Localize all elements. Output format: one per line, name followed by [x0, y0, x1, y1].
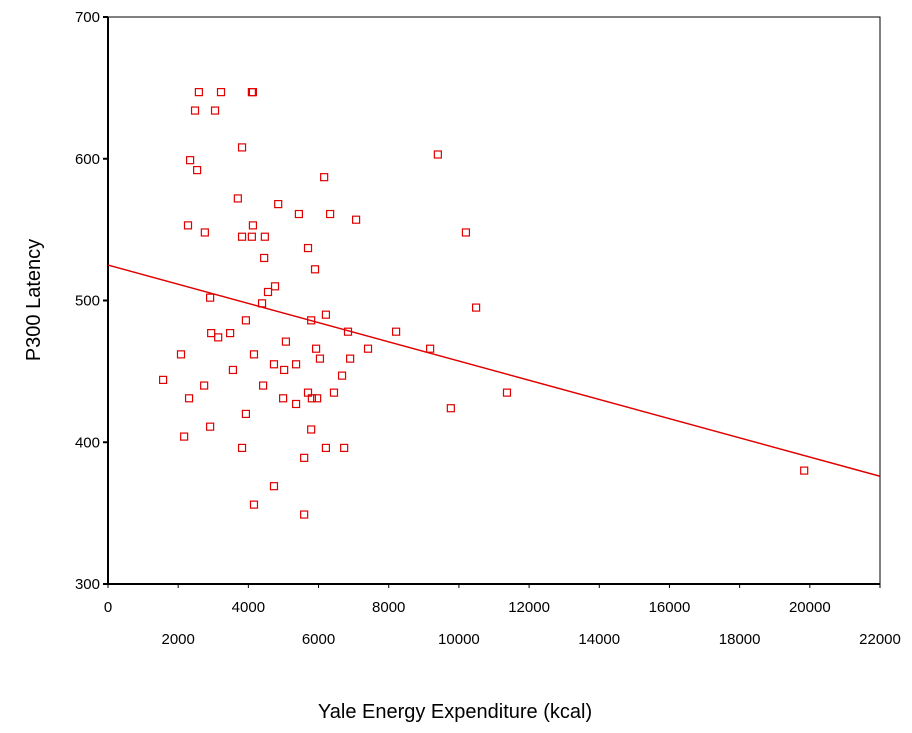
y-tick-label: 500	[75, 293, 100, 310]
point	[193, 165, 202, 175]
point	[446, 404, 455, 413]
point	[270, 282, 280, 291]
point	[291, 360, 301, 369]
point	[241, 316, 251, 325]
point	[310, 265, 320, 274]
point	[183, 221, 193, 230]
x-tick-label: 8000	[372, 599, 405, 616]
point	[247, 232, 256, 241]
x-tick-label: 10000	[438, 631, 480, 648]
x-tick-label: 22000	[859, 631, 901, 648]
point	[158, 375, 168, 384]
point	[200, 381, 209, 390]
point	[303, 243, 313, 253]
point	[184, 394, 194, 403]
point	[294, 209, 303, 219]
fit-line	[107, 264, 881, 477]
point	[472, 303, 481, 312]
point	[214, 333, 223, 342]
point	[391, 327, 401, 336]
y-tick-label: 700	[75, 9, 100, 26]
point	[337, 371, 347, 380]
point	[237, 443, 247, 453]
point	[300, 510, 309, 519]
point	[207, 329, 216, 338]
point	[280, 365, 289, 375]
point	[269, 482, 279, 491]
x-tick-label: 14000	[578, 631, 620, 648]
point	[426, 344, 435, 353]
point	[216, 88, 226, 97]
point	[340, 443, 349, 453]
point	[228, 365, 238, 375]
point	[279, 394, 288, 403]
point	[233, 194, 242, 203]
x-tick-label: 2000	[161, 631, 194, 648]
point	[248, 88, 258, 97]
point	[315, 354, 325, 363]
y-tick-label: 600	[75, 151, 100, 168]
point	[346, 354, 355, 363]
point	[190, 106, 200, 115]
point	[326, 209, 335, 219]
x-tick-label: 16000	[649, 599, 691, 616]
y-axis-label: P300 Latency	[23, 239, 45, 361]
plot-frame	[107, 16, 881, 585]
point	[461, 228, 471, 237]
point	[281, 337, 291, 346]
point	[502, 388, 512, 397]
x-tick-label: 20000	[789, 599, 831, 616]
point	[291, 399, 301, 409]
point	[194, 88, 203, 97]
x-tick-label: 0	[104, 599, 112, 616]
point	[259, 381, 268, 390]
point	[363, 344, 373, 353]
y-tick-label: 400	[75, 434, 100, 451]
y-tick-label: 300	[75, 576, 100, 593]
point	[269, 360, 279, 369]
x-tick-label: 12000	[508, 599, 550, 616]
x-tick-label: 18000	[719, 631, 761, 648]
point	[263, 287, 273, 297]
point	[210, 106, 220, 115]
point	[241, 409, 251, 418]
point	[237, 143, 247, 152]
point	[320, 173, 329, 182]
x-tick-label: 6000	[302, 631, 335, 648]
point	[249, 350, 259, 359]
point	[300, 453, 309, 462]
point	[260, 253, 269, 263]
point	[307, 425, 316, 434]
x-tick-label: 4000	[232, 599, 265, 616]
point	[248, 221, 258, 230]
point	[321, 310, 331, 319]
point	[351, 215, 361, 224]
point	[206, 293, 215, 302]
point	[260, 232, 269, 241]
point	[329, 388, 339, 397]
point	[200, 228, 209, 237]
point	[274, 200, 283, 209]
point	[237, 232, 247, 241]
x-axis-label: Yale Energy Expenditure (kcal)	[318, 701, 592, 723]
point	[180, 432, 189, 441]
point	[321, 443, 331, 453]
point	[307, 394, 316, 403]
point	[311, 344, 321, 353]
point	[176, 350, 186, 359]
point	[313, 394, 322, 403]
point	[249, 500, 259, 509]
point	[433, 150, 442, 159]
point	[186, 156, 195, 165]
point	[206, 422, 215, 431]
point	[800, 466, 809, 475]
point	[226, 329, 235, 338]
